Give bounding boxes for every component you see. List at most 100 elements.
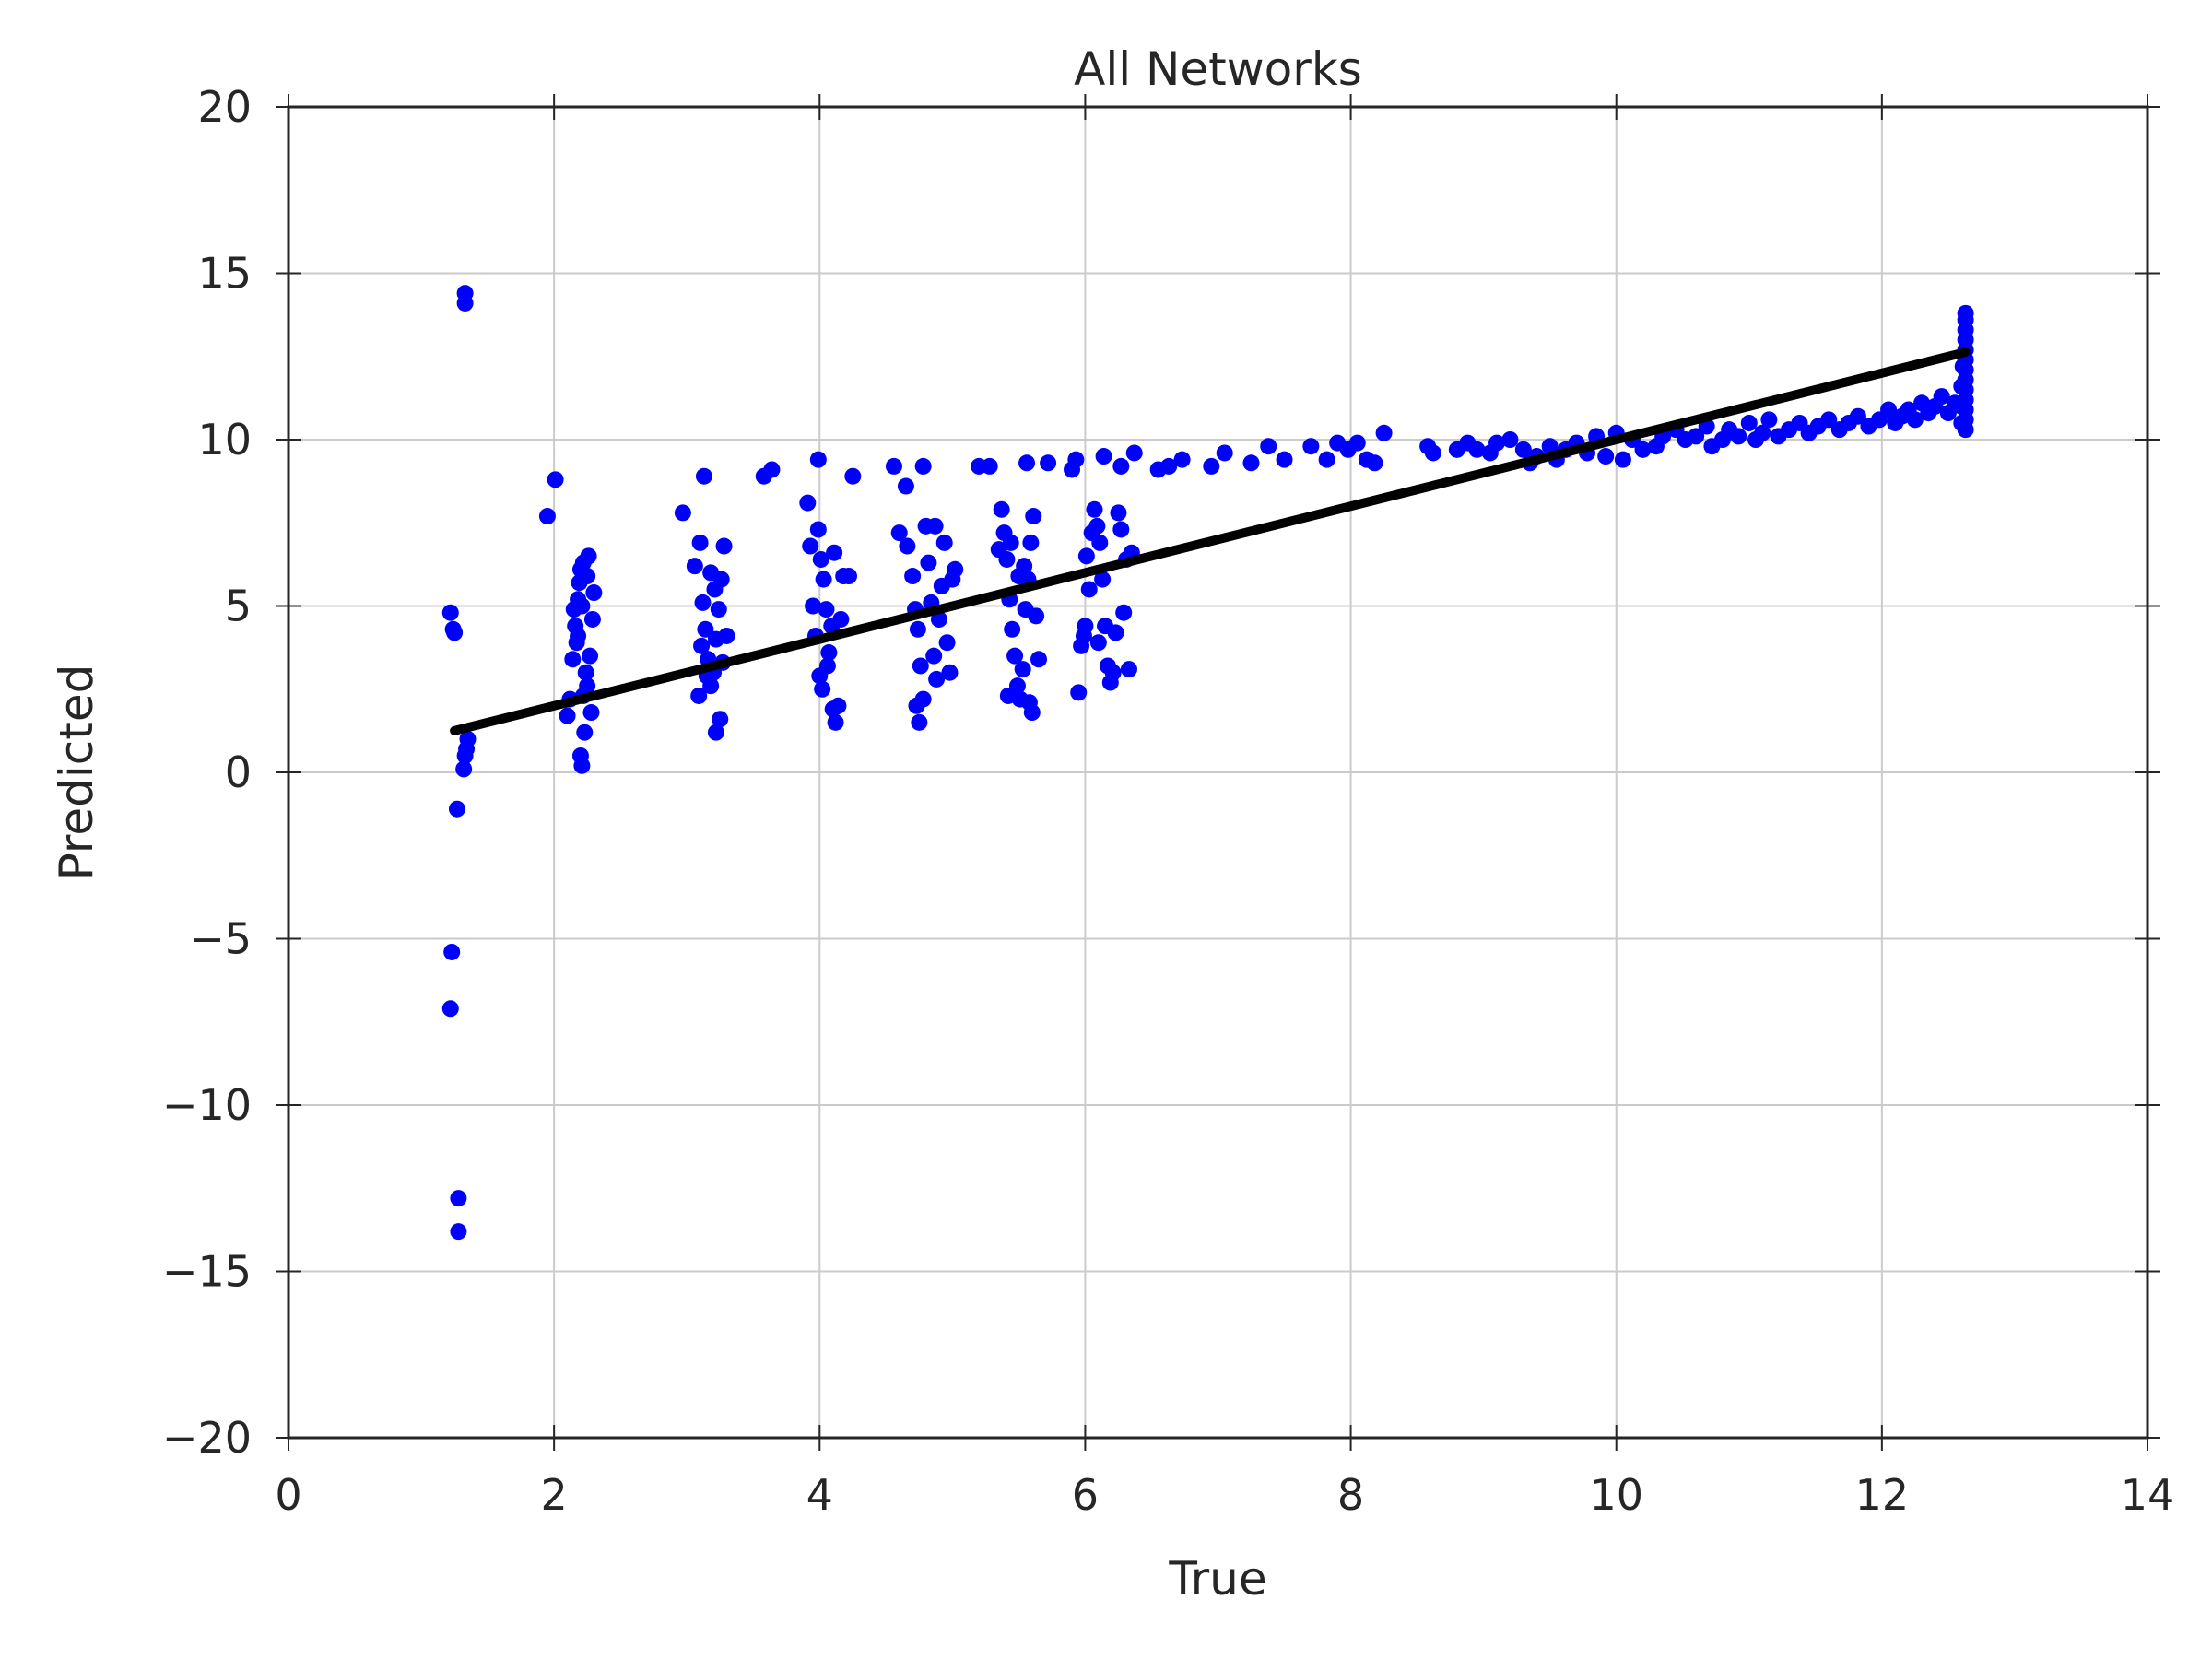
data-point xyxy=(1014,661,1031,678)
data-point xyxy=(814,680,831,698)
data-point xyxy=(827,713,844,731)
data-point xyxy=(1730,428,1747,445)
y-tick-label: −15 xyxy=(162,1247,252,1297)
data-point xyxy=(1006,647,1024,665)
data-point xyxy=(897,477,914,495)
data-point xyxy=(441,604,459,621)
data-point xyxy=(826,544,843,561)
data-point xyxy=(1022,534,1040,551)
data-point xyxy=(693,637,711,654)
data-point xyxy=(577,664,594,681)
data-point xyxy=(820,644,838,662)
y-tick-label: 0 xyxy=(225,747,252,797)
data-point xyxy=(1488,434,1506,452)
data-point xyxy=(909,620,926,638)
data-point xyxy=(1067,451,1085,468)
data-point xyxy=(818,657,836,675)
data-point xyxy=(928,670,946,688)
x-tick-label: 12 xyxy=(1855,1470,1910,1520)
data-point xyxy=(926,517,944,535)
data-point xyxy=(1953,378,1971,395)
data-point xyxy=(448,800,465,818)
data-point xyxy=(941,664,959,681)
data-point xyxy=(1954,358,1971,375)
data-point xyxy=(809,451,827,468)
data-point xyxy=(1501,431,1519,448)
data-point xyxy=(908,697,925,714)
data-point xyxy=(1088,517,1106,535)
data-point xyxy=(582,704,600,722)
data-point xyxy=(844,467,862,485)
data-point xyxy=(1953,397,1971,415)
y-tick-label: 10 xyxy=(197,415,252,465)
data-point xyxy=(885,457,902,475)
y-tick-label: 5 xyxy=(225,582,252,631)
data-point xyxy=(1077,618,1094,635)
data-point xyxy=(1366,454,1383,472)
data-point xyxy=(674,504,691,522)
x-tick-label: 10 xyxy=(1589,1470,1643,1520)
data-point xyxy=(1740,414,1758,431)
data-point xyxy=(583,610,601,628)
data-point xyxy=(710,601,727,618)
data-point xyxy=(1094,571,1112,588)
data-point xyxy=(573,757,591,774)
data-point xyxy=(1933,388,1950,406)
data-point xyxy=(1348,434,1366,452)
data-point xyxy=(1957,304,1974,322)
data-point xyxy=(1115,604,1133,621)
grid xyxy=(288,106,2148,1439)
data-point xyxy=(1468,441,1486,458)
data-point xyxy=(1112,521,1130,538)
data-point xyxy=(450,1190,467,1207)
data-point xyxy=(1160,457,1178,475)
data-point xyxy=(1020,694,1038,712)
data-point xyxy=(443,943,461,960)
y-axis-label: Predicted xyxy=(50,665,103,881)
data-point xyxy=(1002,534,1019,551)
data-point xyxy=(1849,407,1866,425)
data-point xyxy=(1077,547,1095,565)
y-tick-label: 15 xyxy=(197,249,252,299)
x-tick-label: 0 xyxy=(275,1470,301,1520)
data-point xyxy=(1125,444,1143,462)
x-axis-label: True xyxy=(1168,1552,1266,1606)
data-point xyxy=(890,524,908,542)
data-point xyxy=(697,620,714,638)
data-point xyxy=(911,713,928,731)
data-point xyxy=(914,457,932,475)
data-point xyxy=(912,657,929,675)
data-point xyxy=(559,707,576,724)
data-point xyxy=(1424,444,1441,462)
data-point xyxy=(1110,504,1127,522)
tick-labels: 0 2 4 6 8 10 12 14 −20 −15 −10 −5 0 5 10 15 20 xyxy=(162,82,2174,1520)
y-tick-label: −20 xyxy=(162,1413,252,1463)
data-point xyxy=(1754,424,1771,441)
data-point xyxy=(450,1223,467,1241)
data-point xyxy=(1634,441,1652,458)
data-point xyxy=(582,647,599,665)
x-tick-label: 14 xyxy=(2121,1470,2175,1520)
data-point xyxy=(1080,581,1098,598)
y-tick-label: −5 xyxy=(189,914,252,964)
data-point xyxy=(1242,454,1260,472)
data-point xyxy=(1820,411,1838,429)
data-point xyxy=(694,594,712,611)
data-point xyxy=(1086,500,1103,518)
data-point xyxy=(1906,411,1924,429)
data-point xyxy=(1112,457,1130,475)
data-point xyxy=(686,558,703,575)
data-point xyxy=(815,571,832,588)
data-point xyxy=(702,564,720,582)
data-point xyxy=(1016,558,1033,575)
data-point xyxy=(576,724,594,741)
data-point xyxy=(993,500,1010,518)
data-point xyxy=(899,537,916,555)
data-point xyxy=(1173,451,1191,468)
data-point xyxy=(547,471,564,488)
data-point xyxy=(805,597,822,615)
x-tick-label: 4 xyxy=(806,1470,833,1520)
data-point xyxy=(455,760,473,778)
fit-line xyxy=(450,347,1971,735)
